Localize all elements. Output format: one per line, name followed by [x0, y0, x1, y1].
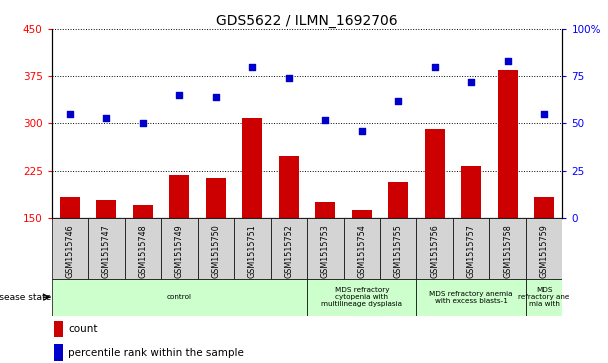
Bar	[307, 218, 344, 278]
Bar	[60, 197, 80, 218]
Bar	[489, 218, 526, 278]
Bar	[344, 218, 380, 278]
Bar	[380, 218, 416, 278]
Point	[430, 64, 440, 70]
Point	[357, 128, 367, 134]
Bar	[453, 218, 489, 278]
Text: GSM1515747: GSM1515747	[102, 224, 111, 278]
Point	[284, 75, 294, 81]
Text: GSM1515753: GSM1515753	[321, 224, 330, 278]
Bar	[206, 178, 226, 218]
Bar	[169, 175, 189, 218]
Bar	[307, 278, 416, 316]
Bar	[461, 166, 481, 218]
Text: GSM1515756: GSM1515756	[430, 224, 439, 278]
Bar	[416, 278, 526, 316]
Bar	[133, 205, 153, 218]
Bar	[416, 218, 453, 278]
Point	[393, 98, 403, 104]
Bar	[54, 344, 63, 361]
Bar	[198, 218, 234, 278]
Bar	[161, 218, 198, 278]
Point	[211, 94, 221, 100]
Bar	[54, 321, 63, 337]
Point	[65, 111, 75, 117]
Text: GSM1515750: GSM1515750	[212, 224, 220, 278]
Text: GSM1515749: GSM1515749	[175, 224, 184, 278]
Bar	[315, 202, 335, 218]
Title: GDS5622 / ILMN_1692706: GDS5622 / ILMN_1692706	[216, 14, 398, 28]
Bar	[52, 218, 88, 278]
Bar	[424, 129, 444, 218]
Bar	[234, 218, 271, 278]
Point	[174, 92, 184, 98]
Text: GSM1515757: GSM1515757	[467, 224, 475, 278]
Text: percentile rank within the sample: percentile rank within the sample	[68, 348, 244, 358]
Bar	[88, 218, 125, 278]
Bar	[497, 70, 517, 218]
Point	[466, 79, 476, 85]
Point	[503, 58, 513, 64]
Bar	[52, 278, 307, 316]
Bar	[526, 278, 562, 316]
Text: disease state: disease state	[0, 293, 52, 302]
Bar	[388, 182, 408, 218]
Bar	[278, 156, 299, 218]
Bar	[271, 218, 307, 278]
Text: GSM1515746: GSM1515746	[66, 224, 74, 278]
Bar	[96, 200, 116, 218]
Bar	[526, 218, 562, 278]
Text: GSM1515748: GSM1515748	[139, 224, 147, 278]
Text: GSM1515759: GSM1515759	[540, 224, 548, 278]
Text: GSM1515751: GSM1515751	[248, 224, 257, 278]
Text: GSM1515754: GSM1515754	[358, 224, 366, 278]
Point	[247, 64, 257, 70]
Text: MDS refractory anemia
with excess blasts-1: MDS refractory anemia with excess blasts…	[429, 291, 513, 304]
Point	[539, 111, 549, 117]
Text: GSM1515758: GSM1515758	[503, 224, 512, 278]
Bar	[242, 118, 262, 218]
Text: control: control	[167, 294, 192, 300]
Text: count: count	[68, 324, 97, 334]
Bar	[125, 218, 161, 278]
Text: GSM1515752: GSM1515752	[285, 224, 293, 278]
Point	[320, 117, 330, 123]
Bar	[351, 210, 371, 218]
Text: GSM1515755: GSM1515755	[394, 224, 402, 278]
Bar	[534, 197, 554, 218]
Point	[138, 121, 148, 126]
Point	[102, 115, 111, 121]
Text: MDS
refractory ane
mia with: MDS refractory ane mia with	[519, 287, 570, 307]
Text: MDS refractory
cytopenia with
multilineage dysplasia: MDS refractory cytopenia with multilinea…	[321, 287, 402, 307]
